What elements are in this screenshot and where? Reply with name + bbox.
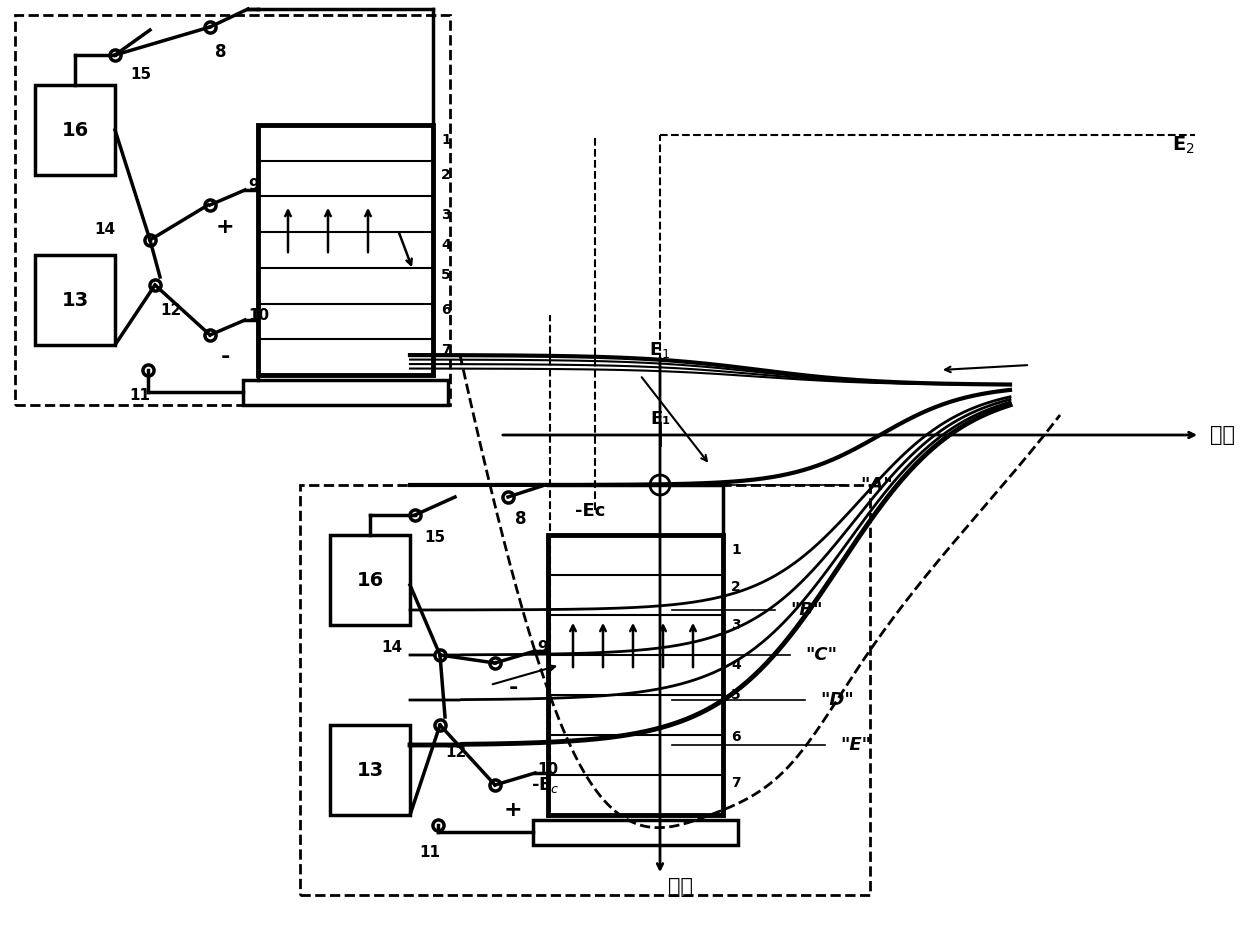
Text: 11: 11 (129, 388, 150, 403)
Text: -Eᴄ: -Eᴄ (575, 502, 605, 520)
Text: 13: 13 (62, 290, 88, 310)
Text: 14: 14 (94, 223, 115, 238)
Text: 3: 3 (732, 618, 740, 632)
Text: "E": "E" (839, 736, 870, 754)
Text: 16: 16 (356, 571, 383, 589)
Text: 15: 15 (424, 530, 445, 545)
Text: 16: 16 (61, 120, 88, 140)
Text: E$_1$: E$_1$ (650, 340, 671, 360)
Bar (35, 85, 115, 175)
Text: -E$_c$: -E$_c$ (531, 775, 559, 795)
Text: -: - (508, 678, 517, 698)
Text: 9: 9 (248, 178, 259, 192)
Bar (258, 125, 433, 375)
Text: 6: 6 (732, 730, 740, 744)
Text: 5: 5 (441, 268, 451, 282)
Text: 10: 10 (248, 307, 269, 323)
Bar (330, 535, 410, 625)
Text: "D": "D" (820, 691, 854, 709)
Text: 2: 2 (732, 580, 740, 594)
Bar (35, 255, 115, 345)
Text: 8: 8 (215, 43, 227, 61)
Text: 9: 9 (537, 640, 548, 656)
Text: 电场: 电场 (1210, 425, 1235, 445)
Text: "C": "C" (805, 646, 837, 664)
Text: 应变: 应变 (668, 877, 693, 897)
Bar (243, 380, 448, 405)
Text: 2: 2 (441, 168, 451, 182)
Text: 12: 12 (445, 745, 466, 760)
Text: +: + (503, 800, 522, 820)
Bar (548, 535, 723, 815)
Text: 7: 7 (441, 343, 450, 357)
Text: 1: 1 (441, 133, 451, 147)
Text: E₁: E₁ (650, 410, 670, 428)
Text: 8: 8 (515, 510, 527, 528)
Text: 4: 4 (732, 658, 740, 672)
Text: 12: 12 (160, 303, 181, 318)
Text: 10: 10 (537, 762, 558, 778)
Text: 1: 1 (732, 543, 740, 557)
Text: 15: 15 (130, 67, 151, 82)
Text: 4: 4 (441, 238, 451, 252)
Text: 3: 3 (441, 208, 450, 222)
Text: -: - (221, 347, 229, 367)
Bar (533, 820, 738, 845)
Text: 6: 6 (441, 303, 450, 317)
Text: "A": "A" (861, 476, 893, 494)
Text: 13: 13 (356, 760, 383, 780)
Text: 5: 5 (732, 688, 740, 702)
Text: "B": "B" (790, 601, 822, 619)
Bar (330, 725, 410, 815)
Text: +: + (216, 217, 234, 237)
Text: E$_2$: E$_2$ (1172, 134, 1195, 155)
Text: 7: 7 (732, 776, 740, 790)
Text: 11: 11 (419, 845, 440, 860)
Text: 14: 14 (381, 639, 402, 655)
